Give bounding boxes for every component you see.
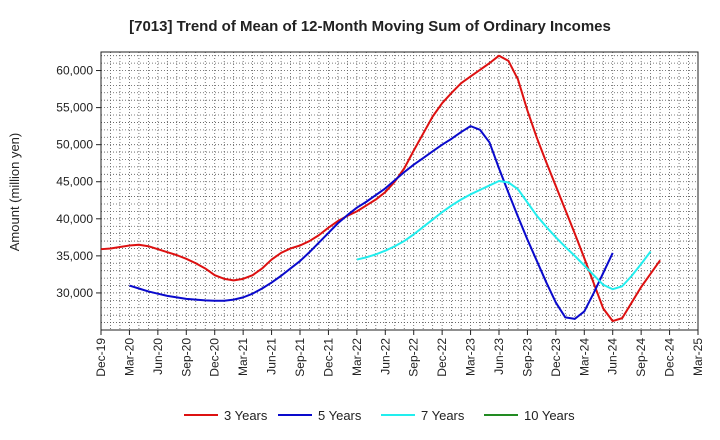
x-tick-label: Jun-24 [606,338,620,375]
x-tick-label: Sep-20 [179,338,193,377]
legend-item: 7 Years [381,408,465,423]
chart-title: [7013] Trend of Mean of 12-Month Moving … [129,18,611,35]
legend-label: 7 Years [421,408,465,423]
x-tick-label: Jun-21 [265,338,279,375]
series-layer [100,54,661,323]
y-tick-label: 40,000 [56,212,93,226]
x-tick-label: Sep-22 [407,338,421,377]
x-tick-label: Mar-22 [350,338,364,376]
x-tick-label: Sep-24 [634,338,648,377]
y-axis-label: Amount (million yen) [7,133,22,252]
y-tick-label: 30,000 [56,286,93,300]
series-line-5-years [129,125,614,320]
x-tick-label: Dec-21 [321,338,335,377]
x-tick-label: Mar-20 [122,338,136,376]
x-tick-label: Sep-23 [520,338,534,377]
legend: 3 Years 5 Years 7 Years 10 Years [184,408,575,423]
legend-label: 10 Years [524,408,575,423]
legend-item: 10 Years [484,408,575,423]
y-tick-label: 35,000 [56,249,93,263]
x-tick-label: Dec-23 [549,338,563,377]
x-tick-label: Jun-20 [151,338,165,375]
y-tick-label: 45,000 [56,175,93,189]
x-axis: Dec-19 Mar-20 Jun-20 Sep-20 Dec-20 Mar-21 Jun-… [94,330,705,377]
legend-item: 3 Years [184,408,268,423]
y-tick-label: 50,000 [56,138,93,152]
plot-frame [100,51,699,331]
y-axis: 30,000 35,000 40,000 45,000 50,000 55,000 60,0… [56,64,101,300]
x-tick-label: Dec-22 [435,338,449,377]
x-tick-label: Dec-24 [663,338,677,377]
series-line-3-years [100,54,661,323]
y-tick-label: 55,000 [56,101,93,115]
legend-label: 5 Years [318,408,362,423]
x-tick-label: Sep-21 [293,338,307,377]
x-tick-label: Mar-21 [236,338,250,376]
y-tick-label: 60,000 [56,64,93,78]
legend-item: 5 Years [278,408,362,423]
x-tick-label: Jun-22 [378,338,392,375]
legend-label: 3 Years [224,408,268,423]
x-tick-label: Dec-20 [208,338,222,377]
x-tick-label: Dec-19 [94,338,108,377]
x-tick-label: Jun-23 [492,338,506,375]
x-tick-label: Mar-23 [464,338,478,376]
series-line-7-years [356,179,652,291]
x-tick-label: Mar-24 [577,338,591,376]
x-tick-label: Mar-25 [691,338,705,376]
